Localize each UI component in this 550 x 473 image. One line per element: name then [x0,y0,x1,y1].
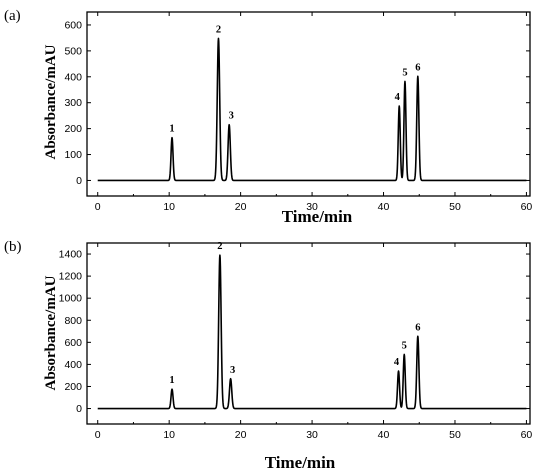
y-tick-label: 500 [64,45,82,57]
peak-label-3: 3 [229,111,234,122]
chromatogram-trace [97,254,527,410]
peak-label-1: 1 [169,124,174,135]
y-tick-label: 1000 [59,293,83,305]
x-tick-label: 0 [95,429,101,441]
y-tick-label: 0 [76,175,82,187]
x-tick-label: 40 [378,429,390,441]
y-tick-label: 600 [64,19,82,31]
y-tick-label: 1200 [59,271,83,283]
y-tick-label: 400 [64,71,82,83]
x-tick-label: 10 [163,201,175,213]
peak-label-2: 2 [217,241,222,252]
y-axis-title: Absorbance/mAU [43,275,59,390]
x-tick-label: 30 [306,429,318,441]
x-axis-title: Time/min [265,453,336,472]
peak-label-3: 3 [230,365,235,376]
peak-label-6: 6 [415,322,420,333]
y-tick-label: 200 [64,381,82,393]
peak-label-1: 1 [169,375,174,386]
chart-panel-a: (a)0 10 20 30 40 50 600100200300400500600Time/… [4,8,532,226]
y-tick-label: 600 [64,337,82,349]
x-tick-label: 50 [449,201,461,213]
x-tick-label: 50 [449,429,461,441]
plot-frame [86,242,531,425]
x-tick-label: 10 [163,429,175,441]
x-tick-label: 20 [235,201,247,213]
y-tick-label: 200 [64,123,82,135]
x-tick-label: 60 [521,429,533,441]
x-tick-label: 20 [235,429,247,441]
peak-label-5: 5 [402,340,407,351]
peak-label-4: 4 [395,92,401,103]
x-tick-label: 0 [95,201,101,213]
y-tick-label: 400 [64,359,82,371]
chromatogram-trace [97,37,527,182]
panel-label: (b) [4,239,22,255]
y-tick-label: 1400 [59,249,83,261]
chart-panel-b: (b)0 10 20 30 40 50 60020040060080010001200140… [4,239,532,472]
y-axis-title: Absorbance/mAU [43,44,59,159]
x-tick-label: 40 [378,201,390,213]
x-tick-label: 60 [521,201,533,213]
panel-label: (a) [4,8,21,24]
plot-frame [86,11,531,197]
y-tick-label: 300 [64,97,82,109]
peak-label-2: 2 [216,24,221,35]
x-axis-title: Time/min [282,207,353,226]
y-tick-label: 100 [64,149,82,161]
peak-label-4: 4 [394,357,400,368]
peak-label-6: 6 [415,62,420,73]
y-tick-label: 0 [76,403,82,415]
x-tick-label: 30 [306,201,318,213]
y-tick-label: 800 [64,315,82,327]
peak-label-5: 5 [402,67,407,78]
